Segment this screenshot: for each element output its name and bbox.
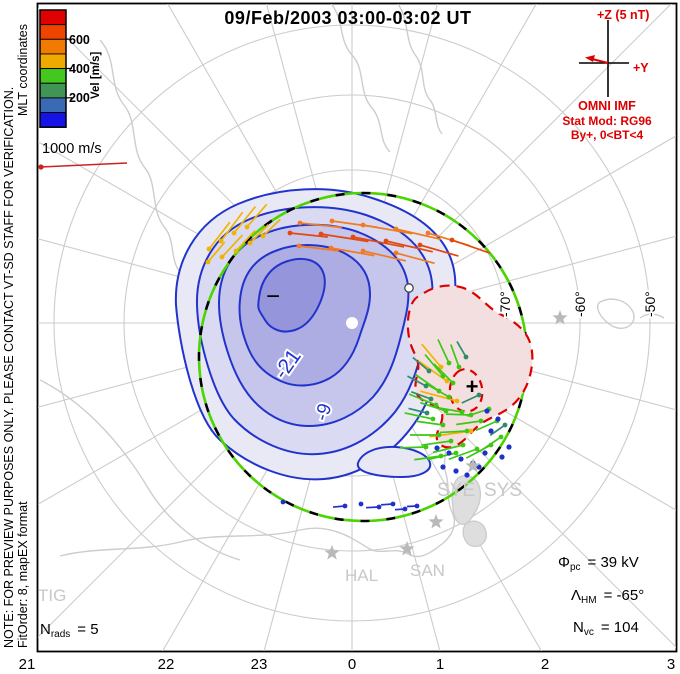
ref-vector-label: 1000 m/s [42,141,102,157]
vector-group-blue-slow-tails [280,499,420,512]
pole-marker [346,317,358,329]
lat-label-70: -70° [497,291,513,317]
colorbar-tick-600: 600 [69,33,90,47]
plot-frame [36,2,678,653]
colorbar-tick-200: 200 [69,91,90,105]
negative-potential-contours [174,188,457,481]
dot-group-blue-slow-dots [434,408,512,478]
imf-source-label: OMNI IMF [578,99,636,113]
lat-label-60: -60° [572,291,588,317]
preview-note: NOTE: FOR PREVIEW PURPOSES ONLY. PLEASE … [2,87,16,648]
mlt-tick-23: 23 [251,656,268,673]
imf-y-label: +Y [633,61,649,75]
nvc-stat: Nvc = 104 [573,619,639,638]
colorbar-unit-label: Vel [m/s] [90,52,102,99]
mlt-tick-0: 0 [348,656,356,673]
star-marker-SYS [465,458,481,473]
imf-z-label: +Z (5 nT) [597,8,649,22]
vector-group-teal-slow [407,340,508,437]
imf-dial: +Z (5 nT) +Y OMNI IMF Stat Mod: RG96 By+… [562,8,652,142]
star-marker-coast-star-east [552,310,568,325]
imf-model-label: Stat Mod: RG96 [562,114,652,128]
star-marker-coast-star [428,514,444,529]
mlt-axis: 21 22 23 0 1 2 3 [19,656,676,673]
vector-group-red-orange-fast [287,230,491,257]
lambda-hm-stat: ΛHM = -65° [571,587,644,606]
station-label-sye: SYE [437,480,475,501]
velocity-vectors [205,203,512,512]
station-label-sys: SYS [484,480,522,501]
mlt-coordinates-label: MLT coordinates [16,24,30,116]
phi-pc-stat: Φpc = 39 kV [558,554,639,573]
nrads-stat: Nrads = 5 [40,621,99,640]
vector-group-gold-dusk [205,203,281,265]
imf-clock-label: By+, 0<BT<4 [571,128,644,142]
velocity-colorbar [39,9,67,128]
vector-group-green-medium [399,339,504,461]
mlt-tick-22: 22 [158,656,175,673]
star-marker-HAL [324,545,340,560]
imf-vector-arrow [585,55,609,64]
boundary-null-marker [404,283,414,293]
star-marker-SAN [399,541,415,556]
potential-max-marker: + [466,374,479,399]
station-label-hal: HAL [345,566,378,585]
mlt-tick-21: 21 [19,656,36,673]
ref-vector-arrow [38,162,128,170]
mlt-tick-3: 3 [667,656,675,673]
vector-group-orange-fast [296,218,471,265]
colorbar-ticks [66,38,72,99]
colorbar-tick-400: 400 [69,62,90,76]
mlt-tick-1: 1 [436,656,444,673]
mlt-tick-2: 2 [541,656,549,673]
positive-potential-contours [404,283,534,449]
page-title: 09/Feb/2003 03:00-03:02 UT [224,8,471,28]
potential-min-marker: − [266,283,280,310]
lat-label-50: -50° [642,291,658,317]
fitorder-note: FitOrder: 8, mapEX format [16,501,30,648]
station-labels: SYE SYS HAL SAN TIG [38,480,522,605]
stats-block: Φpc = 39 kV ΛHM = -65° Nvc = 104 [558,554,644,638]
station-label-san: SAN [410,561,445,580]
station-label-tig: TIG [38,586,66,605]
station-markers [324,310,568,560]
coastlines [39,4,665,561]
